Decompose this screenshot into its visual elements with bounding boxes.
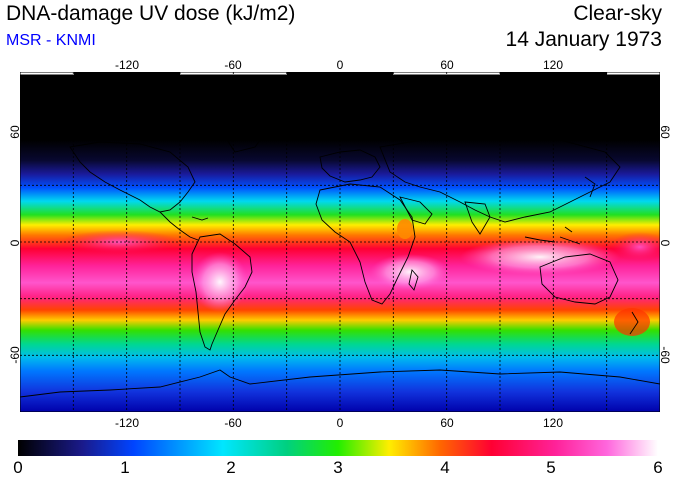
sky-condition-label: Clear-sky: [573, 2, 662, 25]
coast-indonesia: [524, 226, 581, 245]
colorbar: [18, 440, 658, 456]
lat-tick-right-60: 60: [658, 125, 672, 139]
coast-caribbean: [191, 216, 209, 221]
lon-tick-top-minus120: -120: [114, 58, 140, 72]
coast-australia: [539, 253, 619, 305]
coast-asia: [379, 133, 621, 223]
hotspot-pacific-east: [610, 232, 660, 262]
lon-tick-bottom-minus120: -120: [114, 416, 140, 430]
coast-madagascar: [408, 269, 419, 291]
date-label: 14 January 1973: [505, 28, 662, 51]
lat-tick-right-0: 0: [658, 239, 672, 247]
hotspot-new-zealand: [614, 308, 650, 336]
coast-south-america: [191, 233, 253, 351]
source-label: MSR - KNMI: [6, 32, 96, 49]
lon-tick-top-0: 0: [336, 58, 344, 72]
colorbar-label-6: 6: [653, 458, 663, 477]
colorbar-label-2: 2: [226, 458, 236, 477]
coast-japan: [584, 176, 596, 198]
hotspot-south-america: [192, 252, 248, 312]
lon-tick-bottom-0: 0: [336, 416, 344, 430]
lon-tick-bottom-minus60: -60: [224, 416, 242, 430]
colorbar-label-3: 3: [333, 458, 343, 477]
coast-arabia: [399, 196, 433, 225]
lon-tick-top-120: 120: [542, 58, 564, 72]
coast-europe: [319, 149, 381, 183]
colorbar-label-1: 1: [120, 458, 130, 477]
coast-north-america: [69, 141, 196, 213]
lon-tick-top-minus60: -60: [224, 58, 242, 72]
lat-tick-right-minus60: -60: [658, 346, 672, 364]
lon-tick-bottom-60: 60: [440, 416, 454, 430]
hotspot-east-africa: [397, 219, 413, 239]
lon-tick-top-60: 60: [440, 58, 454, 72]
colorbar-gradient: [18, 440, 658, 456]
colorbar-label-0: 0: [13, 458, 23, 477]
lon-tick-bottom-120: 120: [542, 416, 564, 430]
colorbar-label-5: 5: [546, 458, 556, 477]
coast-new-zealand: [629, 311, 639, 335]
uv-dose-map: [20, 72, 660, 412]
graticule: [20, 72, 660, 412]
colorbar-label-4: 4: [440, 458, 450, 477]
map-title: DNA-damage UV dose (kJ/m2): [6, 2, 296, 25]
hotspot-southern-africa: [370, 254, 450, 290]
coast-india: [464, 201, 491, 235]
coast-greenland: [219, 109, 271, 153]
